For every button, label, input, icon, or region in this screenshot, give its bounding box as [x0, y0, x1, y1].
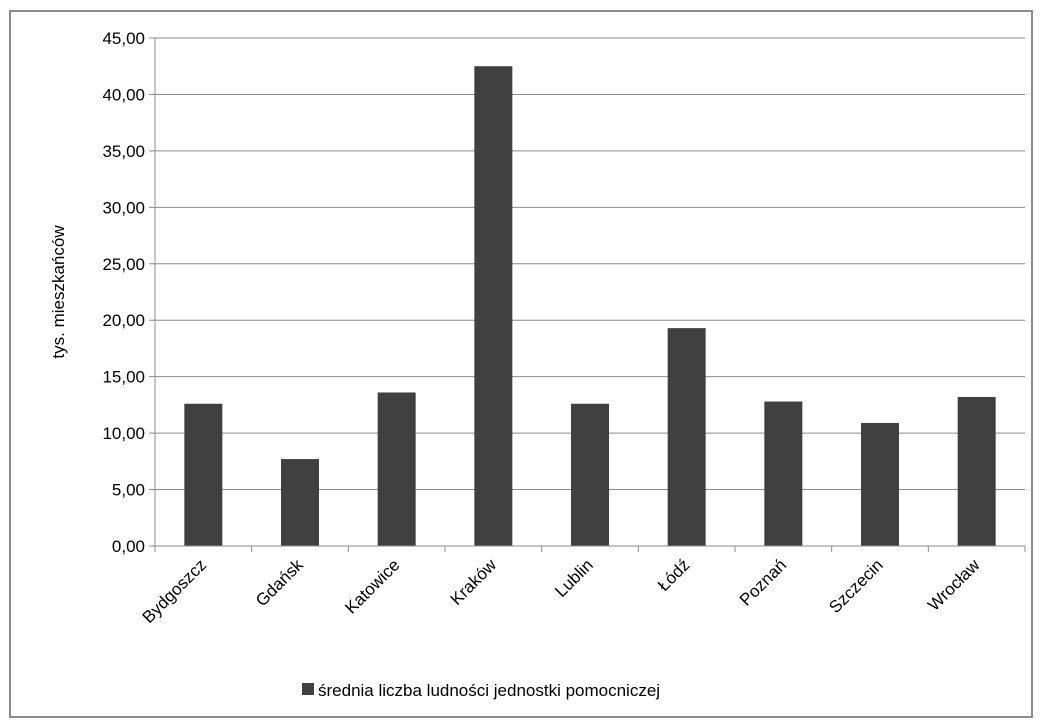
x-tick-label: Lublin: [551, 555, 597, 601]
y-tick-label: 10,00: [102, 424, 145, 443]
y-tick-label: 20,00: [102, 311, 145, 330]
y-tick-label: 45,00: [102, 29, 145, 48]
x-tick-label: Poznań: [736, 555, 790, 609]
bar: [281, 459, 319, 546]
bar: [184, 403, 223, 546]
bar: [377, 392, 416, 546]
y-tick-label: 30,00: [102, 198, 145, 217]
y-tick-label: 15,00: [102, 368, 145, 387]
bar: [861, 422, 899, 546]
x-tick-label: Wrocław: [924, 555, 984, 615]
legend-label: średnia liczba ludności jednostki pomocn…: [318, 681, 660, 700]
tick-labels: 0,00 5,00 10,00 15,00 20,00 25,00 30,00 35,00 40…: [102, 29, 984, 627]
x-tick-label: Łódź: [654, 555, 694, 595]
x-tick-label: Bydgoszcz: [139, 555, 211, 627]
y-tick-label: 0,00: [112, 537, 145, 556]
bar: [957, 396, 996, 546]
legend-swatch: [302, 683, 314, 695]
bar: [667, 328, 706, 546]
bars: [184, 66, 996, 546]
y-tick-label: 40,00: [102, 85, 145, 104]
bar: [764, 401, 803, 546]
legend: średnia liczba ludności jednostki pomocn…: [302, 681, 660, 700]
x-tick-label: Gdańsk: [252, 555, 307, 610]
chart-frame: [9, 10, 1033, 718]
y-axis-title: tys. mieszkańców: [49, 225, 68, 359]
x-tick-label: Katowice: [341, 555, 403, 617]
bar: [571, 403, 609, 546]
bar: [474, 66, 513, 546]
y-tick-label: 5,00: [112, 481, 145, 500]
y-tick-label: 35,00: [102, 142, 145, 161]
axes: [149, 37, 1026, 552]
y-tick-label: 25,00: [102, 255, 145, 274]
x-tick-label: Kraków: [447, 555, 501, 609]
x-tick-label: Szczecin: [825, 555, 887, 617]
